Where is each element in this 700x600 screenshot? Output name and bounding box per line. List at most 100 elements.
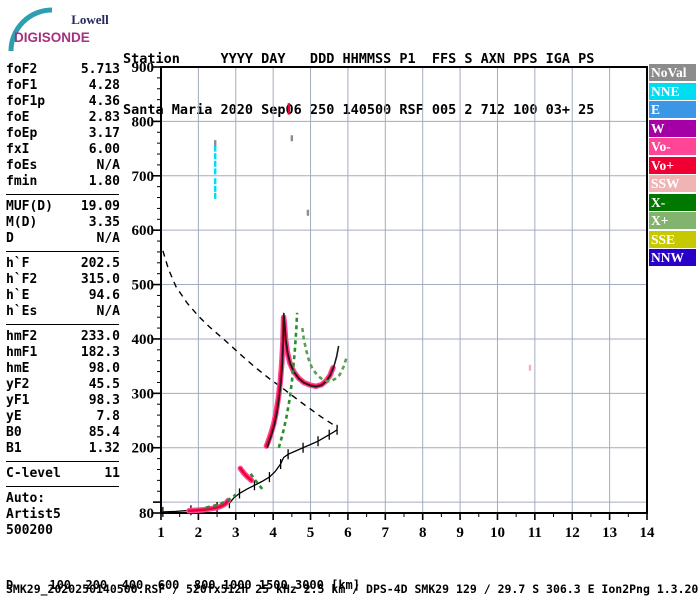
parameter-label: h`E [6, 288, 30, 303]
parameter-row: foE 2.83 [6, 110, 120, 126]
parameter-label: foF1 [6, 78, 38, 93]
x-axis-tick-label: 4 [269, 525, 277, 541]
autoscaling-info: 500200 [6, 523, 53, 538]
parameter-value: 94.6 [88, 288, 120, 303]
d-muf-table: D 100 200 400 600 800 1000 1500 3000 [km… [6, 554, 367, 600]
parameter-value: 98.0 [88, 361, 120, 376]
x-axis-tick-label: 12 [565, 525, 580, 541]
d-row: D 100 200 400 600 800 1000 1500 3000 [km… [6, 578, 361, 592]
parameter-row: D N/A [6, 231, 120, 247]
x-axis-tick-label: 8 [419, 525, 427, 541]
parameter-label: B0 [6, 425, 22, 440]
measurement-header: Station YYYY DAY DDD HHMMSS P1 FFS S AXN… [123, 17, 594, 153]
parameter-value: N/A [96, 158, 120, 173]
lowell-digisonde-logo: Lowell DIGISONDE [4, 5, 120, 53]
y-axis-tick-label: 500 [132, 278, 155, 294]
parameter-panel: foF2 5.713 foF1 4.28 foF1p 4.36 foE 2.83 foEp 3.1… [6, 62, 120, 539]
parameter-row: yF2 45.5 [6, 377, 120, 393]
parameter-row: h`F 202.5 [6, 256, 120, 272]
parameter-label: yE [6, 409, 22, 424]
x-axis-tick-label: 14 [640, 525, 656, 541]
y-axis-tick-label: 400 [132, 332, 155, 348]
parameter-label: hmE [6, 361, 30, 376]
parameter-value: N/A [96, 304, 120, 319]
parameter-row: hmF2 233.0 [6, 329, 120, 345]
parameter-label: hmF1 [6, 345, 38, 360]
legend-item-x: X+ [649, 212, 696, 229]
legend-item-noval: NoVal [649, 64, 696, 81]
parameter-row: hmE 98.0 [6, 361, 120, 377]
panel-divider [6, 461, 119, 462]
panel-divider [6, 251, 119, 252]
parameter-row: foF1p 4.36 [6, 94, 120, 110]
parameter-value: 3.35 [88, 215, 120, 230]
parameter-value: N/A [96, 231, 120, 246]
x-axis-tick-label: 3 [232, 525, 240, 541]
parameter-label: hmF2 [6, 329, 38, 344]
parameter-value: 4.28 [88, 78, 120, 93]
logo-top-text: Lowell [71, 12, 109, 27]
parameter-row: yE 7.8 [6, 409, 120, 425]
parameter-value: 98.3 [88, 393, 120, 408]
legend-item-vo: Vo- [649, 138, 696, 155]
parameter-label: h`F2 [6, 272, 38, 287]
x-axis-tick-label: 5 [307, 525, 315, 541]
parameter-row: fmin 1.80 [6, 174, 120, 190]
parameter-value: 1.32 [88, 441, 120, 456]
parameter-label: yF2 [6, 377, 30, 392]
o-mode-f-trace [263, 314, 336, 449]
autoscaling-info: Artist5 [6, 507, 61, 522]
header-field-names: Station YYYY DAY DDD HHMMSS P1 FFS S AXN… [123, 51, 595, 67]
parameter-label: foF1p [6, 94, 46, 109]
panel-divider [6, 486, 119, 487]
logo-arc-icon: Lowell DIGISONDE [8, 7, 109, 52]
x-axis-tick-label: 13 [602, 525, 617, 541]
parameter-row: hmF1 182.3 [6, 345, 120, 361]
parameter-row: B1 1.32 [6, 441, 120, 457]
y-axis-tick-label: 700 [132, 169, 155, 185]
legend-item-w: W [649, 119, 696, 137]
parameter-row: h`F2 315.0 [6, 272, 120, 288]
o-mode-f1-lower-segment [239, 467, 253, 482]
y-axis-tick-label: 600 [132, 223, 155, 239]
parameter-label: fmin [6, 174, 38, 189]
panel-divider [6, 324, 119, 325]
parameter-row: foEp 3.17 [6, 126, 120, 142]
logo-bottom-text: DIGISONDE [14, 30, 90, 45]
parameter-value: 7.8 [96, 409, 120, 424]
parameter-label: h`F [6, 256, 30, 271]
parameter-value: 233.0 [80, 329, 120, 344]
x-axis-tick-label: 11 [528, 525, 542, 541]
y-axis-tick-label: 800 [132, 114, 155, 130]
parameter-value: 3.17 [88, 126, 120, 141]
y-axis-tick-label: 200 [132, 441, 155, 457]
x-mode-e-trace [205, 493, 237, 509]
o-mode-e-trace [187, 499, 230, 513]
parameter-label: yF1 [6, 393, 30, 408]
x-axis-tick-label: 6 [344, 525, 352, 541]
parameter-label: foEs [6, 158, 38, 173]
legend-item-sse: SSE [649, 230, 696, 248]
parameter-value: 45.5 [88, 377, 120, 392]
parameter-row: h`E 94.6 [6, 288, 120, 304]
parameter-label: foF2 [6, 62, 38, 77]
x-mode-f1-lower-segment [249, 473, 264, 491]
legend-item-nne: NNE [649, 82, 696, 100]
parameter-row: h`Es N/A [6, 304, 120, 320]
parameter-row: fxI 6.00 [6, 142, 120, 158]
parameter-value: 19.09 [80, 199, 120, 214]
parameter-label: M(D) [6, 215, 38, 230]
legend-item-x: X- [649, 193, 696, 211]
parameter-value: 85.4 [88, 425, 120, 440]
echo-color-legend: NoVal NNE E W Vo- Vo+ SSW X- X+ SSE NNW [649, 64, 696, 268]
x-axis-tick-label: 2 [195, 525, 203, 541]
x-axis-tick-label: 10 [490, 525, 505, 541]
parameter-row: foF1 4.28 [6, 78, 120, 94]
legend-item-vo: Vo+ [649, 156, 696, 174]
legend-item-nnw: NNW [649, 249, 696, 266]
parameter-label: D [6, 231, 14, 246]
parameter-row: B0 85.4 [6, 425, 120, 441]
panel-divider [6, 194, 119, 195]
parameter-label: C-level [6, 466, 61, 481]
